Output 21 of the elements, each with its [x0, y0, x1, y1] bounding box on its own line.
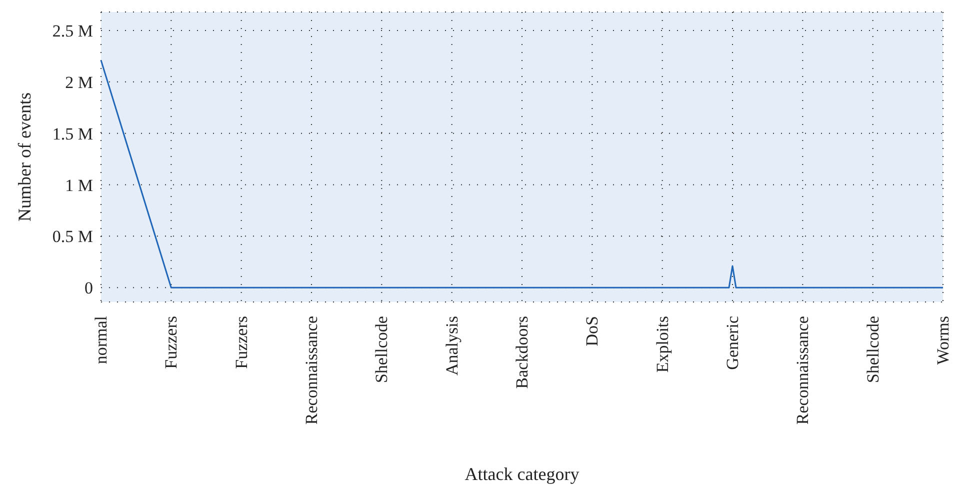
x-axis-title: Attack category: [464, 464, 580, 484]
y-tick-label: 2 M: [65, 72, 93, 92]
x-tick-label: Reconnaissance: [302, 316, 321, 425]
x-tick-label: Shellcode: [863, 316, 882, 384]
y-tick-label: 1 M: [65, 176, 93, 195]
x-tick-label: Reconnaissance: [793, 316, 812, 425]
y-axis-title: Number of events: [14, 92, 34, 222]
x-tick-label: normal: [92, 316, 110, 364]
x-tick-label: Analysis: [442, 316, 462, 376]
x-tick-label: Fuzzers: [232, 316, 251, 369]
x-tick-label: Exploits: [652, 316, 672, 373]
x-tick-label: Backdoors: [512, 316, 532, 389]
x-tick-label: Worms: [934, 316, 952, 365]
x-tick-label: DoS: [582, 316, 602, 346]
y-tick-label: 0: [84, 278, 93, 298]
y-tick-label: 0.5 M: [52, 227, 93, 246]
x-tick-label: Fuzzers: [162, 316, 181, 369]
y-tick-label: 2.5 M: [52, 22, 93, 41]
x-tick-label: Generic: [723, 316, 742, 370]
y-tick-label: 1.5 M: [52, 124, 93, 144]
x-tick-label: Shellcode: [372, 316, 392, 384]
